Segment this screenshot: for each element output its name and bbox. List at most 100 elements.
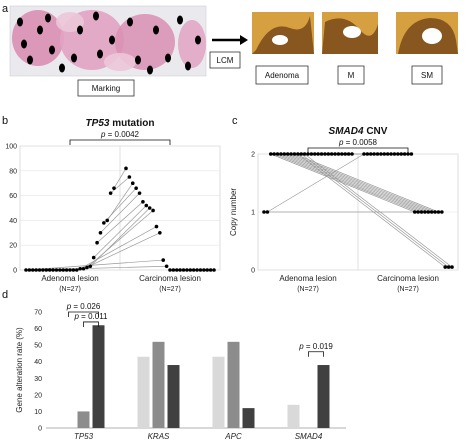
data-point-carcinoma xyxy=(168,268,172,272)
panel-a-letter: a xyxy=(2,3,9,15)
pair-line xyxy=(267,153,365,213)
data-point-adenoma xyxy=(47,268,52,272)
data-point-carcinoma xyxy=(368,152,373,156)
chart-d: 0 10 20 30 40 50 60 70 Gene alteration rate (%) T… xyxy=(15,302,346,441)
y-tick-label: 0 xyxy=(13,268,17,275)
y-tick-label: 100 xyxy=(5,144,17,151)
thumb-label-sm: SM xyxy=(411,65,443,85)
data-point-adenoma xyxy=(279,152,283,156)
thumbnail-void xyxy=(343,26,361,38)
data-point-carcinoma xyxy=(385,152,390,156)
lcm-box-frame xyxy=(209,51,241,69)
marking-dot xyxy=(165,53,171,63)
x-category-label: KRAS xyxy=(148,432,170,441)
data-point-carcinoma xyxy=(185,268,189,272)
thumbnail-void xyxy=(422,28,442,44)
chart-c: SMAD4 CNV 0 1 2 Copy number Adenoma lesion (N=… xyxy=(229,126,459,293)
thumbnail-adenoma xyxy=(252,12,314,54)
marking-dot xyxy=(177,15,183,25)
data-point-carcinoma xyxy=(127,175,132,179)
y-tick-label: 2 xyxy=(251,152,255,159)
y-axis-label: Gene alteration rate (%) xyxy=(15,327,24,413)
marking-dot xyxy=(37,25,43,35)
marking-dot xyxy=(77,25,83,35)
data-point-carcinoma xyxy=(174,268,179,272)
data-point-carcinoma xyxy=(147,206,152,210)
data-point-adenoma xyxy=(64,268,69,272)
pair-line xyxy=(280,153,426,213)
y-tick-label: 60 xyxy=(34,326,42,333)
pair-line xyxy=(113,168,127,189)
bar-tp53-series-2 xyxy=(77,411,90,428)
pair-line xyxy=(96,201,144,243)
data-point-adenoma xyxy=(350,152,354,156)
data-point-carcinoma xyxy=(134,186,138,190)
data-point-adenoma xyxy=(265,210,270,214)
thumb-label-frame xyxy=(255,65,309,85)
data-point-carcinoma xyxy=(191,268,196,272)
thumbnail-void xyxy=(272,35,288,45)
pair-line xyxy=(301,153,449,268)
data-point-carcinoma xyxy=(154,224,159,229)
data-point-carcinoma xyxy=(372,152,376,156)
data-point-carcinoma xyxy=(399,152,404,156)
p-value: = 0.026 xyxy=(71,302,101,311)
x-category-label: Carcinoma lesion xyxy=(139,274,201,283)
thumb-label-text: Adenoma xyxy=(265,71,300,80)
data-point-adenoma xyxy=(81,266,86,271)
data-point-carcinoma xyxy=(429,210,434,214)
marking-dot xyxy=(49,45,55,55)
data-point-carcinoma xyxy=(212,268,216,272)
data-point-carcinoma xyxy=(365,152,370,156)
pair-line xyxy=(297,153,446,268)
data-point-adenoma xyxy=(343,152,348,156)
marking-dot xyxy=(27,55,33,65)
data-point-adenoma xyxy=(299,152,304,156)
pair-line xyxy=(79,226,157,270)
y-tick-label: 10 xyxy=(34,409,42,416)
data-point-adenoma xyxy=(333,152,337,156)
lcm-label-box: LCM xyxy=(209,51,241,69)
data-point-carcinoma xyxy=(151,208,155,213)
y-tick-label: 40 xyxy=(34,359,42,366)
significance-bracket xyxy=(308,351,324,357)
data-point-adenoma xyxy=(292,152,297,156)
marking-dot xyxy=(185,61,191,71)
data-point-carcinoma xyxy=(130,181,135,185)
pair-line xyxy=(103,187,137,224)
tissue-fragment xyxy=(178,20,206,68)
data-point-adenoma xyxy=(98,231,103,235)
data-point-adenoma xyxy=(112,186,116,190)
p-value-label: p = 0.0042 xyxy=(100,130,140,139)
p-value: = 0.011 xyxy=(79,312,108,321)
y-axis-label: Copy number xyxy=(229,188,238,236)
data-point-carcinoma xyxy=(124,166,128,171)
pair-line xyxy=(25,259,164,271)
chart-title: TP53 mutation xyxy=(86,118,155,129)
data-point-adenoma xyxy=(326,152,331,156)
data-point-adenoma xyxy=(71,268,76,272)
marking-dot xyxy=(127,17,133,27)
data-point-adenoma xyxy=(24,268,28,272)
panel-c-letter: c xyxy=(232,115,238,127)
p-value-bracket xyxy=(69,139,171,145)
data-point-adenoma xyxy=(41,268,45,272)
chart-title: SMAD4 CNV xyxy=(329,126,388,137)
thumbnail-tissue xyxy=(252,16,314,54)
data-point-carcinoma xyxy=(375,152,380,156)
data-point-adenoma xyxy=(309,152,314,156)
bar-kras-series-2 xyxy=(152,341,165,428)
data-point-carcinoma xyxy=(208,268,213,272)
data-point-carcinoma xyxy=(416,210,420,214)
data-point-carcinoma xyxy=(423,210,427,214)
data-point-adenoma xyxy=(91,255,96,260)
y-tick-label: 20 xyxy=(9,243,17,250)
data-point-carcinoma xyxy=(178,268,182,272)
x-category-label: TP53 xyxy=(74,432,94,441)
thumbnail-m xyxy=(322,12,378,54)
p-value: = 0.0058 xyxy=(343,138,377,147)
thumbnail-sm xyxy=(396,12,458,54)
p-value: = 0.019 xyxy=(304,342,334,351)
data-point-adenoma xyxy=(272,152,276,156)
